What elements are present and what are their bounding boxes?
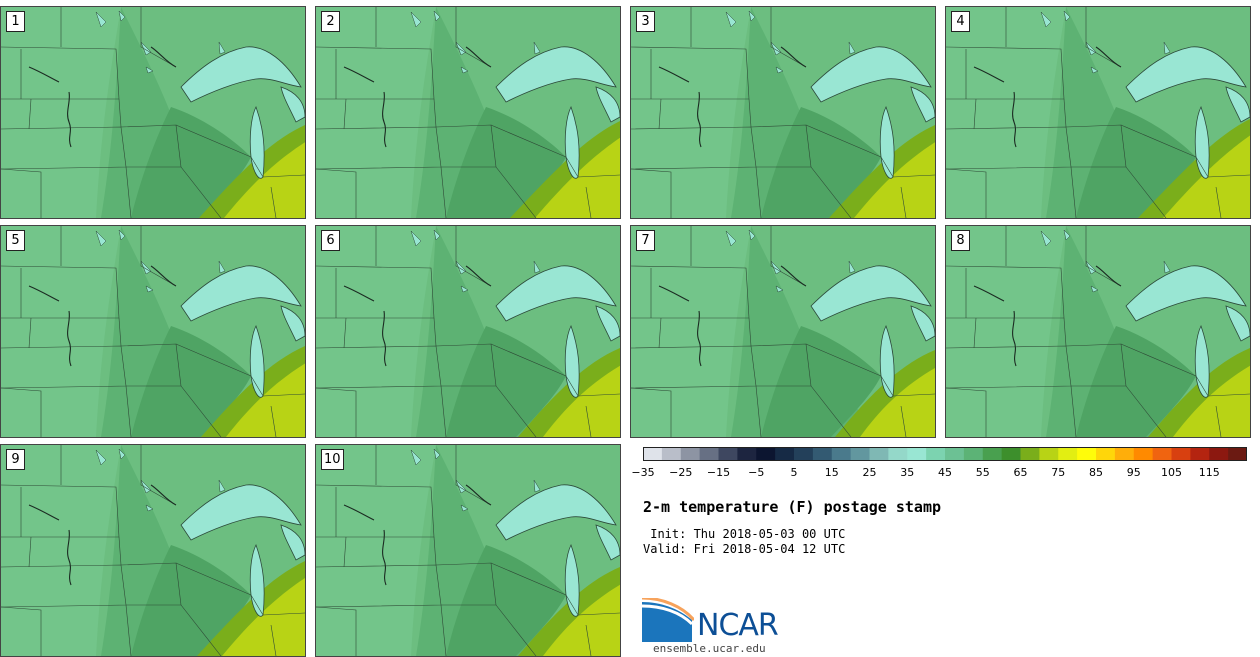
colorbar-tick-label: 65 xyxy=(1013,466,1028,479)
colorbar-bin xyxy=(1209,447,1229,461)
colorbar-tick-label: 15 xyxy=(824,466,839,479)
colorbar-bin xyxy=(945,447,965,461)
colorbar-bin xyxy=(1114,447,1135,461)
colorbar-bin xyxy=(1171,447,1191,461)
colorbar-tick-label: 75 xyxy=(1051,466,1066,479)
colorbar-bin xyxy=(680,447,701,461)
ncar-logo-icon xyxy=(641,596,696,646)
colorbar-bin xyxy=(718,447,738,461)
colorbar-bin xyxy=(812,447,833,461)
panel-member-label: 9 xyxy=(6,449,25,470)
postage-stamp-panel: 9 xyxy=(0,444,306,657)
panel-member-label: 3 xyxy=(636,11,655,32)
colorbar-tick-label: −35 xyxy=(631,466,655,479)
postage-stamp-panel: 2 xyxy=(315,6,621,219)
panel-member-label: 6 xyxy=(321,230,340,251)
valid-time: Valid: Fri 2018-05-04 12 UTC xyxy=(643,542,846,556)
postage-stamp-panel: 6 xyxy=(315,225,621,438)
panel-member-label: 5 xyxy=(6,230,25,251)
colorbar-bin xyxy=(775,447,795,461)
colorbar-bin xyxy=(661,447,682,461)
colorbar-bin xyxy=(1001,447,1021,461)
colorbar-tick-label: 105 xyxy=(1161,466,1182,479)
plot-title: 2-m temperature (F) postage stamp xyxy=(643,498,942,516)
colorbar-bin xyxy=(888,447,908,461)
colorbar-bin xyxy=(1058,447,1078,461)
colorbar-tick-label: 115 xyxy=(1198,466,1220,479)
panel-member-label: 10 xyxy=(321,449,344,470)
colorbar-bin xyxy=(1152,447,1172,461)
colorbar-bin xyxy=(831,447,852,461)
colorbar-bin xyxy=(1077,447,1097,461)
colorbar-bin xyxy=(794,447,814,461)
colorbar-bin xyxy=(869,447,889,461)
colorbar-bin xyxy=(1190,447,1210,461)
panel-member-label: 4 xyxy=(951,11,970,32)
postage-stamp-panel: 8 xyxy=(945,225,1251,438)
colorbar-bin xyxy=(926,447,946,461)
colorbar-bin xyxy=(643,447,663,461)
colorbar-bin xyxy=(963,447,984,461)
colorbar-bin xyxy=(982,447,1003,461)
colorbar-bin xyxy=(1133,447,1154,461)
colorbar-tick-label: 25 xyxy=(862,466,877,479)
colorbar-bin xyxy=(1020,447,1040,461)
temperature-colorbar xyxy=(643,446,1248,465)
colorbar-tick-label: 95 xyxy=(1126,466,1141,479)
site-url[interactable]: ensemble.ucar.edu xyxy=(653,642,766,655)
colorbar-bin xyxy=(850,447,870,461)
panel-member-label: 2 xyxy=(321,11,340,32)
colorbar-bin xyxy=(699,447,719,461)
colorbar-bin xyxy=(1228,447,1248,461)
colorbar-tick-label: −15 xyxy=(706,466,731,479)
colorbar-bin xyxy=(1039,447,1059,461)
postage-stamp-panel: 4 xyxy=(945,6,1251,219)
colorbar-bin xyxy=(907,447,927,461)
colorbar-tick-label: 85 xyxy=(1089,466,1103,479)
panel-member-label: 7 xyxy=(636,230,655,251)
postage-stamp-panel: 7 xyxy=(630,225,936,438)
init-time: Init: Thu 2018-05-03 00 UTC xyxy=(643,527,846,541)
colorbar-tick-label: 35 xyxy=(900,466,915,479)
colorbar-bin xyxy=(737,447,757,461)
colorbar-tick-label: −5 xyxy=(748,466,765,479)
colorbar-bin xyxy=(1096,447,1116,461)
panel-member-label: 8 xyxy=(951,230,970,251)
colorbar-tick-label: 5 xyxy=(790,466,798,479)
colorbar-tick-label: 45 xyxy=(938,466,952,479)
postage-stamp-panel: 10 xyxy=(315,444,621,657)
ncar-logo-text: NCAR xyxy=(697,608,779,643)
postage-stamp-panel: 1 xyxy=(0,6,306,219)
postage-stamp-panel: 3 xyxy=(630,6,936,219)
colorbar-tick-label: −25 xyxy=(669,466,693,479)
postage-stamp-panel: 5 xyxy=(0,225,306,438)
panel-member-label: 1 xyxy=(6,11,25,32)
colorbar-tick-label: 55 xyxy=(975,466,990,479)
colorbar-bin xyxy=(756,447,776,461)
